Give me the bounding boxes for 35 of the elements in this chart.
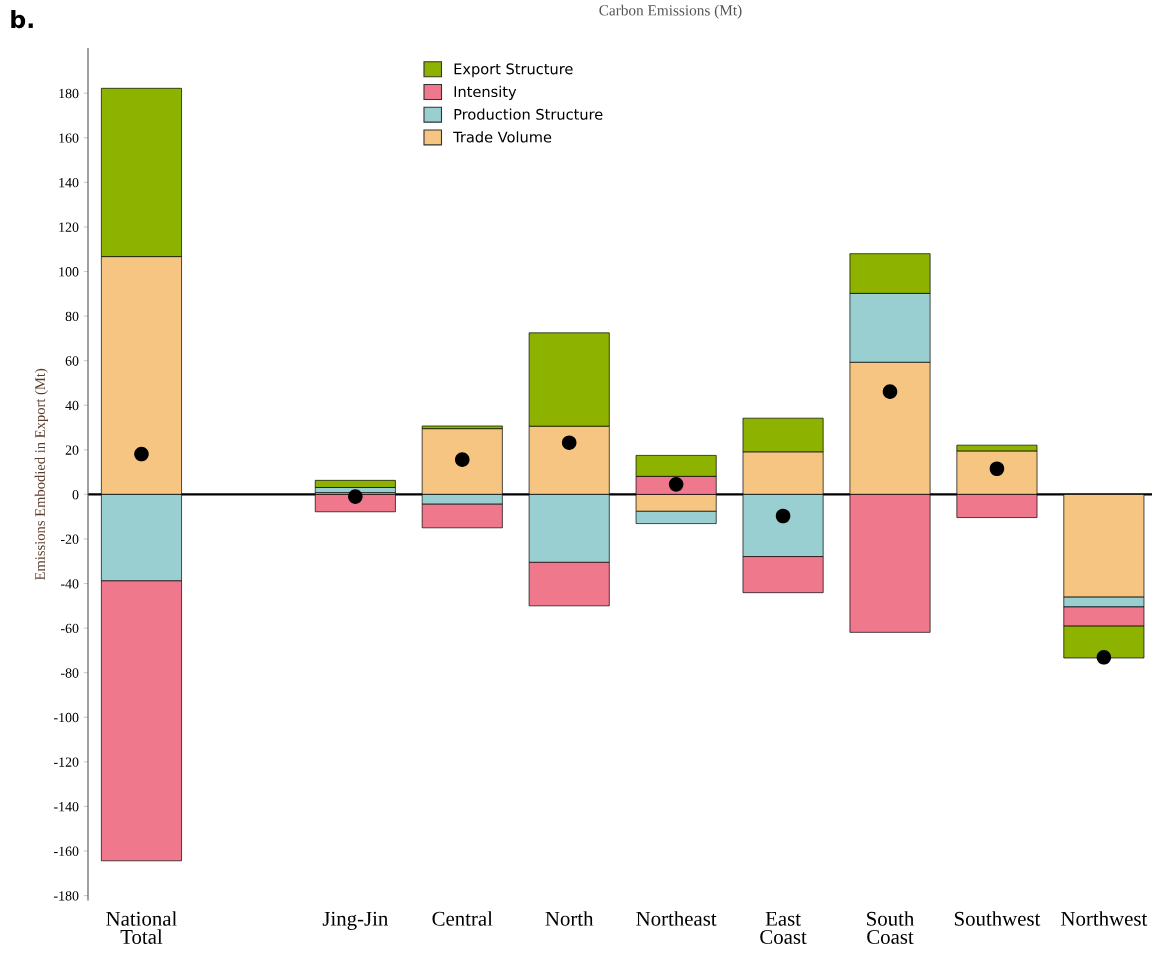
chart-title: Carbon Emissions (Mt) [599, 4, 742, 19]
y-tick-label: 60 [65, 356, 79, 366]
x-tick-label: Southwest [954, 911, 1041, 926]
y-axis-title: Emissions Embodied in Export (Mt) [34, 368, 48, 581]
legend-label: Trade Volume [453, 131, 552, 143]
y-tick-label: -100 [54, 712, 79, 723]
y-tick-label: 160 [59, 133, 79, 143]
legend-label: Export Structure [454, 63, 573, 78]
y-tick-label: -160 [54, 846, 79, 856]
x-tick-label: East Coast [760, 911, 807, 944]
x-tick-label: Northwest [1061, 911, 1148, 926]
text: b. [11, 9, 33, 29]
legend-label: Intensity [454, 85, 517, 100]
y-tick-label: -180 [54, 891, 79, 901]
y-tick-label: 20 [65, 445, 79, 455]
legend-label: Production Structure [454, 108, 603, 120]
x-tick-label: Jing-Jin [322, 911, 389, 931]
y-tick-label: 180 [59, 88, 79, 99]
x-tick-label: Central [432, 911, 493, 926]
y-tick-label: -140 [54, 802, 79, 812]
y-tick-label: 140 [59, 177, 79, 188]
x-tick-label: South Coast [867, 911, 915, 944]
x-tick-label: National Total [106, 911, 177, 944]
y-tick-label: -40 [60, 579, 79, 589]
y-tick-label: 100 [59, 267, 79, 277]
y-tick-label: -80 [60, 668, 79, 678]
x-tick-label: Northeast [636, 911, 717, 926]
y-tick-label: -60 [60, 623, 79, 634]
y-tick-label: 120 [59, 222, 79, 232]
y-tick-label: -120 [54, 757, 79, 767]
y-tick-label: 80 [65, 311, 79, 322]
x-tick-label: North [545, 911, 594, 926]
y-tick-label: -20 [60, 534, 79, 544]
y-tick-label: 40 [65, 400, 79, 411]
y-tick-label: 0 [72, 489, 79, 500]
